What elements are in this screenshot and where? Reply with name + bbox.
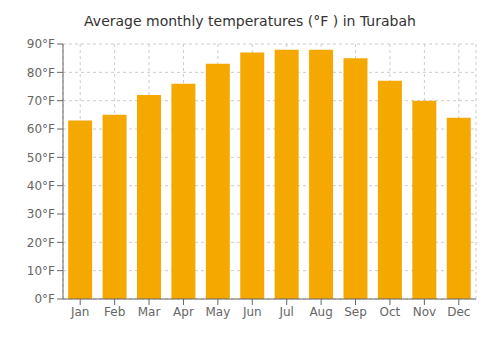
svg-text:Jan: Jan (70, 305, 90, 319)
svg-text:50°F: 50°F (27, 151, 55, 165)
svg-text:Mar: Mar (138, 305, 161, 319)
svg-text:20°F: 20°F (27, 236, 55, 250)
svg-text:Aug: Aug (309, 305, 332, 319)
svg-text:May: May (205, 305, 230, 319)
svg-text:Nov: Nov (413, 305, 436, 319)
svg-text:Oct: Oct (380, 305, 401, 319)
svg-text:90°F: 90°F (27, 37, 55, 51)
svg-text:70°F: 70°F (27, 94, 55, 108)
svg-text:80°F: 80°F (27, 66, 55, 80)
svg-text:Feb: Feb (104, 305, 125, 319)
svg-text:Jul: Jul (278, 305, 293, 319)
svg-text:Jun: Jun (242, 305, 262, 319)
svg-text:Sep: Sep (344, 305, 367, 319)
html-text:Average monthly temperatures (: Average monthly temperatures (°F ) in Tu… (84, 13, 416, 29)
svg-text:Apr: Apr (173, 305, 194, 319)
svg-text:10°F: 10°F (27, 264, 55, 278)
svg-text:Dec: Dec (447, 305, 470, 319)
svg-text:40°F: 40°F (27, 179, 55, 193)
svg-text:60°F: 60°F (27, 122, 55, 136)
svg-text:0°F: 0°F (34, 292, 55, 306)
svg-text:30°F: 30°F (27, 207, 55, 221)
